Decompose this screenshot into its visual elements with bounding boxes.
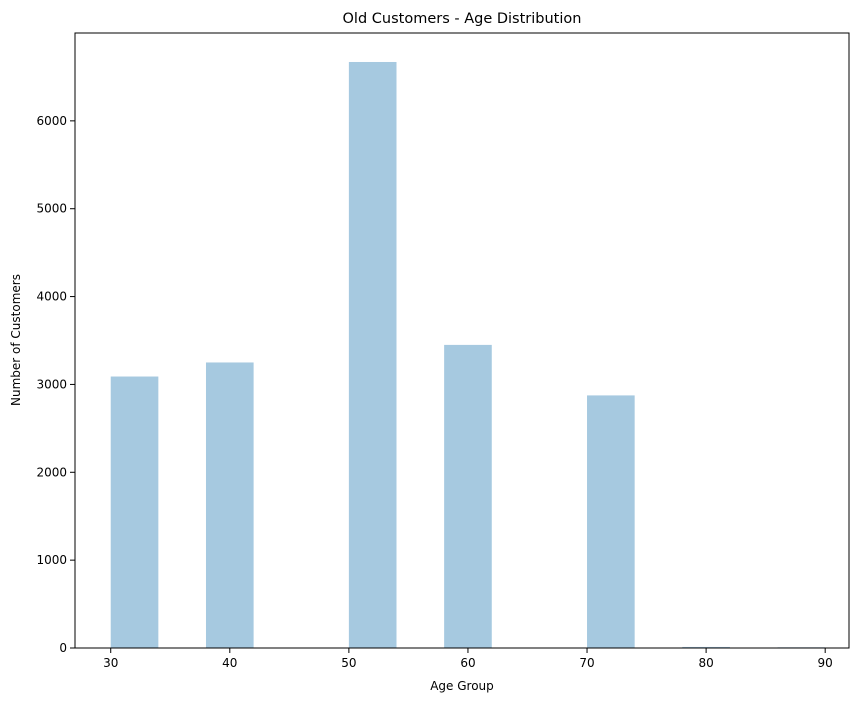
x-tick-label: 90 [818,656,833,670]
y-tick-label: 6000 [36,114,67,128]
x-tick-label: 60 [460,656,475,670]
bar-4 [444,344,492,648]
y-axis-label: Number of Customers [9,274,23,406]
y-axis: 0 1000 2000 3000 4000 5000 6000 [36,114,75,655]
x-axis: 30 40 50 60 70 80 90 [103,648,833,670]
plot-frame [74,32,850,649]
bar-2 [205,362,254,648]
bar-6 [682,646,730,648]
x-tick-label: 50 [341,656,356,670]
x-tick-label: 30 [103,656,118,670]
chart-title: Old Customers - Age Distribution [343,11,582,27]
y-tick-label: 3000 [36,377,67,391]
y-tick-label: 4000 [36,290,67,304]
bar-5 [587,395,635,648]
x-tick-label: 70 [579,656,594,670]
y-tick-label: 2000 [36,465,67,479]
x-tick-label: 80 [698,656,713,670]
x-tick-label: 40 [222,656,237,670]
bar-1 [110,376,159,648]
x-axis-label: Age Group [430,679,494,693]
y-tick-label: 1000 [36,553,67,567]
bar-3 [348,61,397,648]
y-tick-label: 0 [59,641,67,655]
y-tick-label: 5000 [36,202,67,216]
bars-group [110,61,826,648]
